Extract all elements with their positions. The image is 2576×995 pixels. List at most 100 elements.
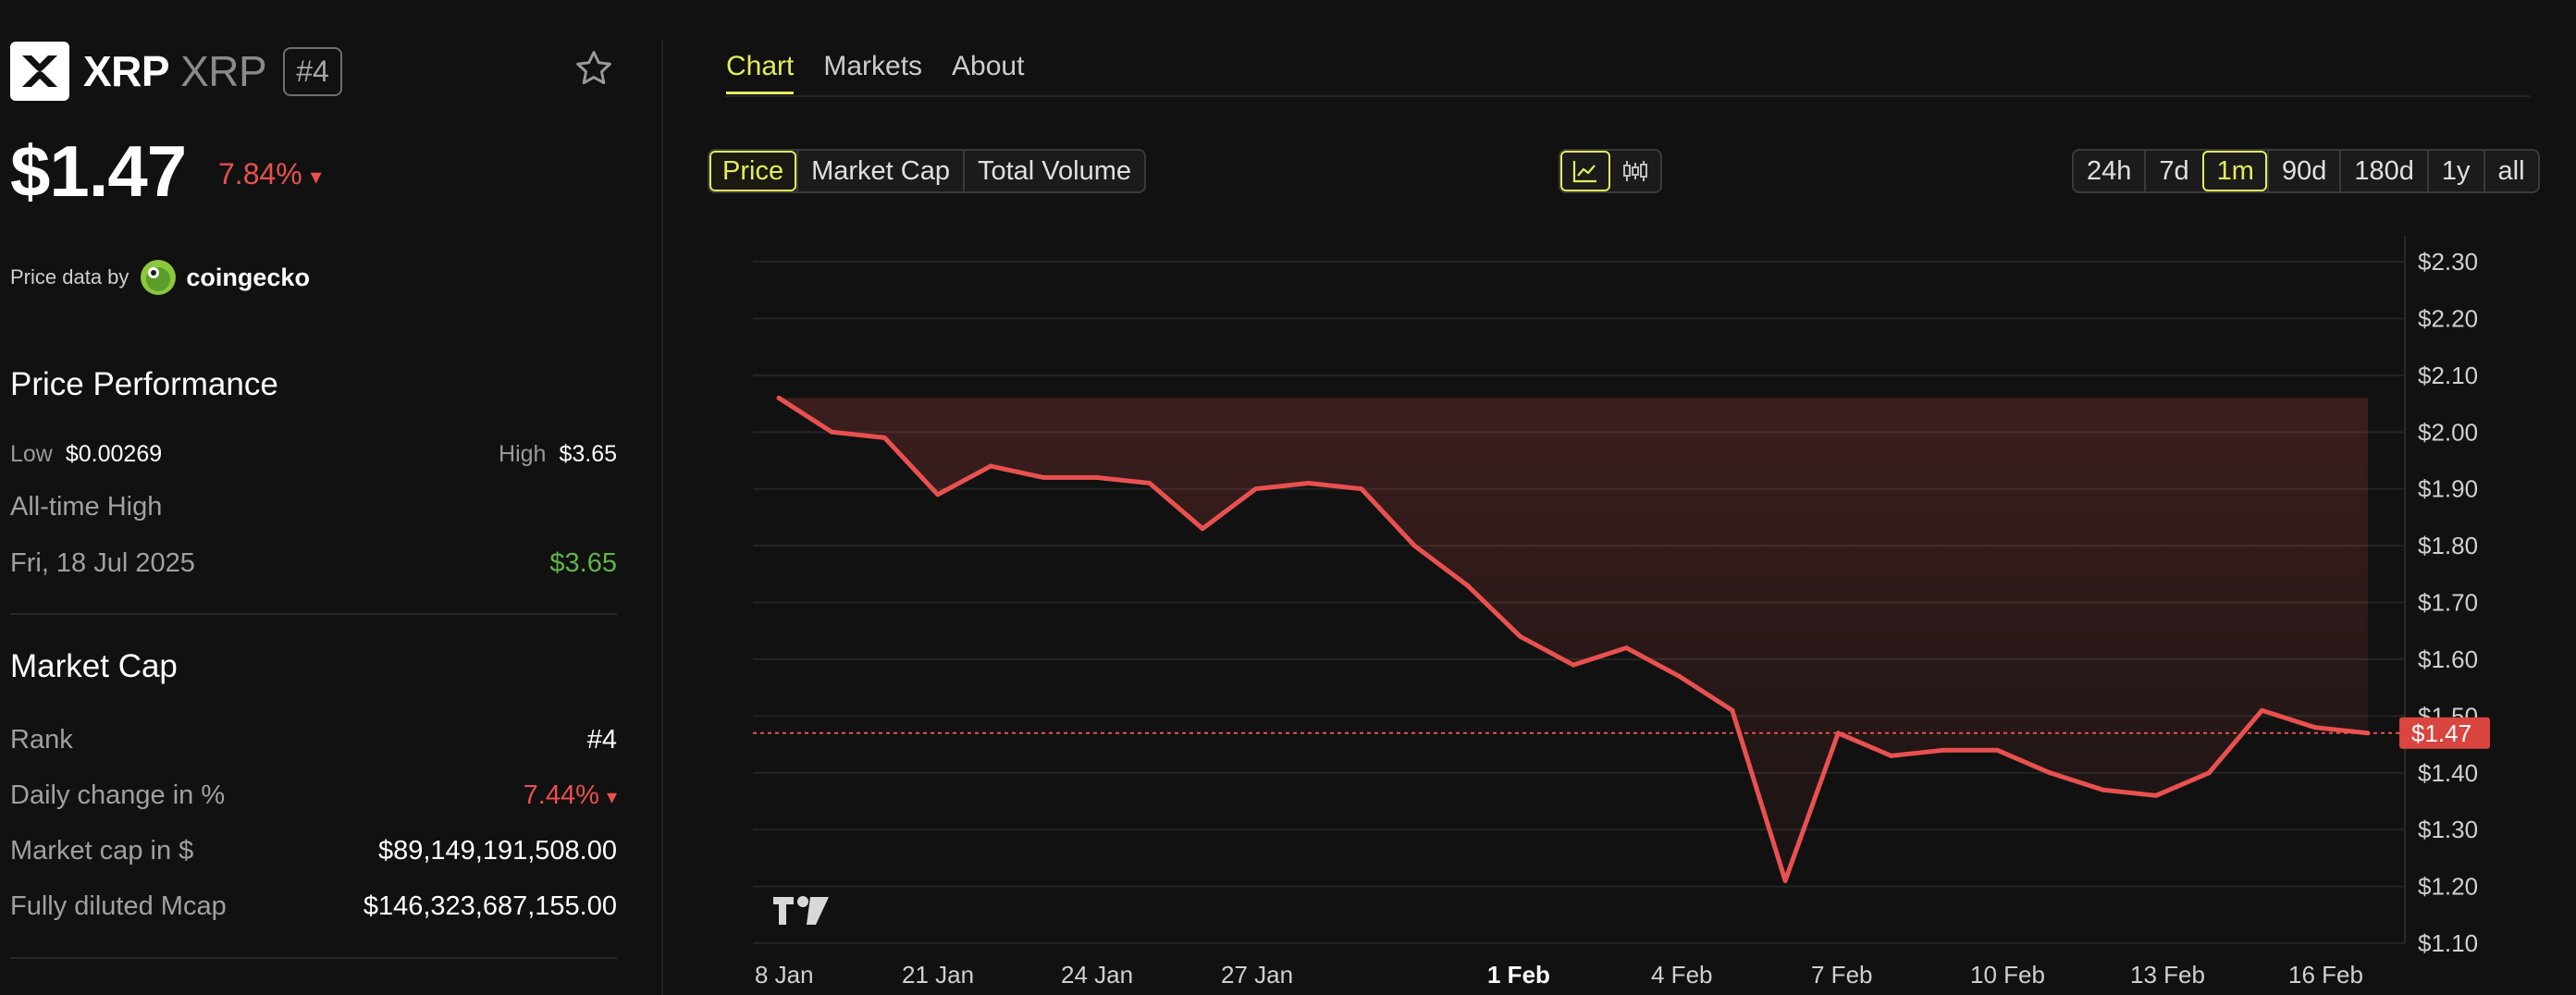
price-point bbox=[776, 395, 782, 400]
panel-separator bbox=[661, 41, 663, 995]
market-cap-metric-button[interactable]: Market Cap bbox=[796, 151, 963, 191]
rank-label: Rank bbox=[10, 724, 73, 755]
rank-badge: #4 bbox=[283, 46, 342, 96]
price-point bbox=[1782, 878, 1788, 883]
price-point bbox=[1200, 526, 1205, 532]
x-tick-label: 27 Jan bbox=[1221, 961, 1293, 989]
current-price-label: $1.47 bbox=[2411, 719, 2471, 747]
price-point bbox=[2206, 770, 2212, 776]
market-cap-value: $89,149,191,508.00 bbox=[377, 835, 617, 866]
y-tick-label: $1.20 bbox=[2418, 873, 2478, 901]
y-tick-label: $1.90 bbox=[2418, 475, 2478, 503]
price-source-provider[interactable]: coingecko bbox=[186, 263, 310, 291]
caret-down-icon: ▾ bbox=[310, 165, 322, 190]
x-tick-label: 21 Jan bbox=[902, 961, 974, 989]
caret-down-icon: ▾ bbox=[606, 784, 617, 808]
ath-label-row: All-time High bbox=[10, 488, 617, 525]
price-point bbox=[1359, 486, 1364, 492]
range-90d-button[interactable]: 90d bbox=[2266, 151, 2339, 191]
divider bbox=[10, 957, 617, 959]
fdv-value: $146,323,687,155.00 bbox=[363, 891, 617, 921]
x-tick-label: 13 Feb bbox=[2130, 961, 2205, 989]
current-price-badge bbox=[2399, 717, 2490, 749]
price-point bbox=[2101, 787, 2106, 792]
price-point bbox=[1623, 645, 1629, 651]
price-point bbox=[2312, 725, 2318, 731]
y-tick-label: $2.20 bbox=[2418, 304, 2478, 332]
y-tick-label: $2.00 bbox=[2418, 418, 2478, 446]
tradingview-logo-icon[interactable] bbox=[773, 896, 829, 925]
daily-change-row: Daily change in % 7.44% ▾ bbox=[10, 777, 617, 814]
tab-chart[interactable]: Chart bbox=[726, 51, 795, 94]
price-point bbox=[1252, 486, 1258, 492]
price-performance-title: Price Performance bbox=[10, 366, 278, 402]
price-point bbox=[1730, 707, 1735, 713]
metric-selector: Price Market Cap Total Volume bbox=[708, 149, 1147, 193]
price-point bbox=[1835, 731, 1841, 736]
y-tick-label: $1.80 bbox=[2418, 532, 2478, 559]
rank-value: #4 bbox=[586, 724, 617, 755]
xrp-logo-icon bbox=[10, 42, 69, 101]
range-all-button[interactable]: all bbox=[2483, 151, 2538, 191]
low-label: Low bbox=[10, 440, 53, 467]
daily-change-label: Daily change in % bbox=[10, 780, 226, 810]
price-metric-button[interactable]: Price bbox=[709, 151, 797, 191]
ath-value: $3.65 bbox=[549, 547, 617, 578]
fdv-label: Fully diluted Mcap bbox=[10, 891, 227, 921]
price-point bbox=[1518, 633, 1523, 639]
price-point bbox=[2047, 770, 2052, 776]
price-point bbox=[1306, 481, 1312, 485]
chart-type-selector bbox=[1559, 149, 1662, 193]
price-point bbox=[1677, 673, 1682, 679]
price-change-value: 7.84% bbox=[218, 157, 302, 190]
high-label: High bbox=[499, 440, 547, 467]
price-change: 7.84% ▾ bbox=[218, 157, 322, 191]
divider bbox=[10, 613, 617, 615]
coin-info-panel: XRP XRP #4 $1.47 7.84% ▾ Price data by c… bbox=[0, 0, 629, 995]
range-1m-button[interactable]: 1m bbox=[2201, 151, 2267, 191]
price-point bbox=[935, 492, 941, 498]
price-point bbox=[829, 429, 834, 435]
range-7d-button[interactable]: 7d bbox=[2144, 151, 2201, 191]
daily-change-value-group: 7.44% ▾ bbox=[524, 780, 617, 811]
y-tick-label: $1.30 bbox=[2418, 816, 2478, 843]
range-1y-button[interactable]: 1y bbox=[2426, 151, 2484, 191]
daily-change-value: 7.44% bbox=[523, 780, 599, 810]
current-price: $1.47 bbox=[10, 130, 187, 212]
y-tick-label: $1.40 bbox=[2418, 759, 2478, 787]
price-point bbox=[1041, 474, 1046, 480]
price-source-label: Price data by bbox=[10, 265, 129, 289]
price-point bbox=[882, 435, 887, 440]
total-volume-metric-button[interactable]: Total Volume bbox=[962, 151, 1144, 191]
y-tick-label: $1.60 bbox=[2418, 645, 2478, 673]
tab-bar: Chart Markets About bbox=[726, 51, 1024, 94]
tab-markets[interactable]: Markets bbox=[823, 51, 923, 81]
y-tick-label: $2.30 bbox=[2418, 248, 2478, 276]
coin-header: XRP XRP #4 bbox=[10, 41, 342, 102]
ath-date: Fri, 18 Jul 2025 bbox=[10, 547, 195, 578]
y-tick-label: $2.10 bbox=[2418, 362, 2478, 389]
coin-name: XRP bbox=[83, 47, 170, 95]
price-area-fill bbox=[779, 398, 2368, 881]
x-tick-label: 1 Feb bbox=[1487, 961, 1550, 989]
rank-row: Rank #4 bbox=[10, 721, 617, 758]
time-range-selector: 24h 7d 1m 90d 180d 1y all bbox=[2072, 149, 2540, 193]
tab-underline bbox=[726, 95, 2530, 97]
x-tick-label: 16 Feb bbox=[2288, 961, 2363, 989]
market-cap-row: Market cap in $ $89,149,191,508.00 bbox=[10, 832, 617, 869]
price-point bbox=[1094, 474, 1100, 480]
fdv-row: Fully diluted Mcap $146,323,687,155.00 bbox=[10, 888, 617, 925]
range-180d-button[interactable]: 180d bbox=[2339, 151, 2427, 191]
price-chart[interactable]: $2.30 $2.20 $2.10 $2.00 $1.90 $1.80 $1.70 $1.60… bbox=[703, 236, 2576, 995]
coingecko-logo-icon[interactable] bbox=[140, 259, 177, 296]
line-chart-icon[interactable] bbox=[1560, 151, 1610, 191]
tab-about[interactable]: About bbox=[952, 51, 1025, 81]
x-tick-label: 4 Feb bbox=[1651, 961, 1713, 989]
x-tick-label: 7 Feb bbox=[1811, 961, 1873, 989]
ath-row: Fri, 18 Jul 2025 $3.65 bbox=[10, 545, 617, 582]
market-cap-title: Market Cap bbox=[10, 648, 178, 684]
candlestick-chart-icon[interactable] bbox=[1610, 151, 1660, 191]
range-24h-button[interactable]: 24h bbox=[2087, 155, 2132, 186]
star-outline-icon[interactable] bbox=[573, 48, 614, 89]
x-tick-label: 24 Jan bbox=[1061, 961, 1133, 989]
